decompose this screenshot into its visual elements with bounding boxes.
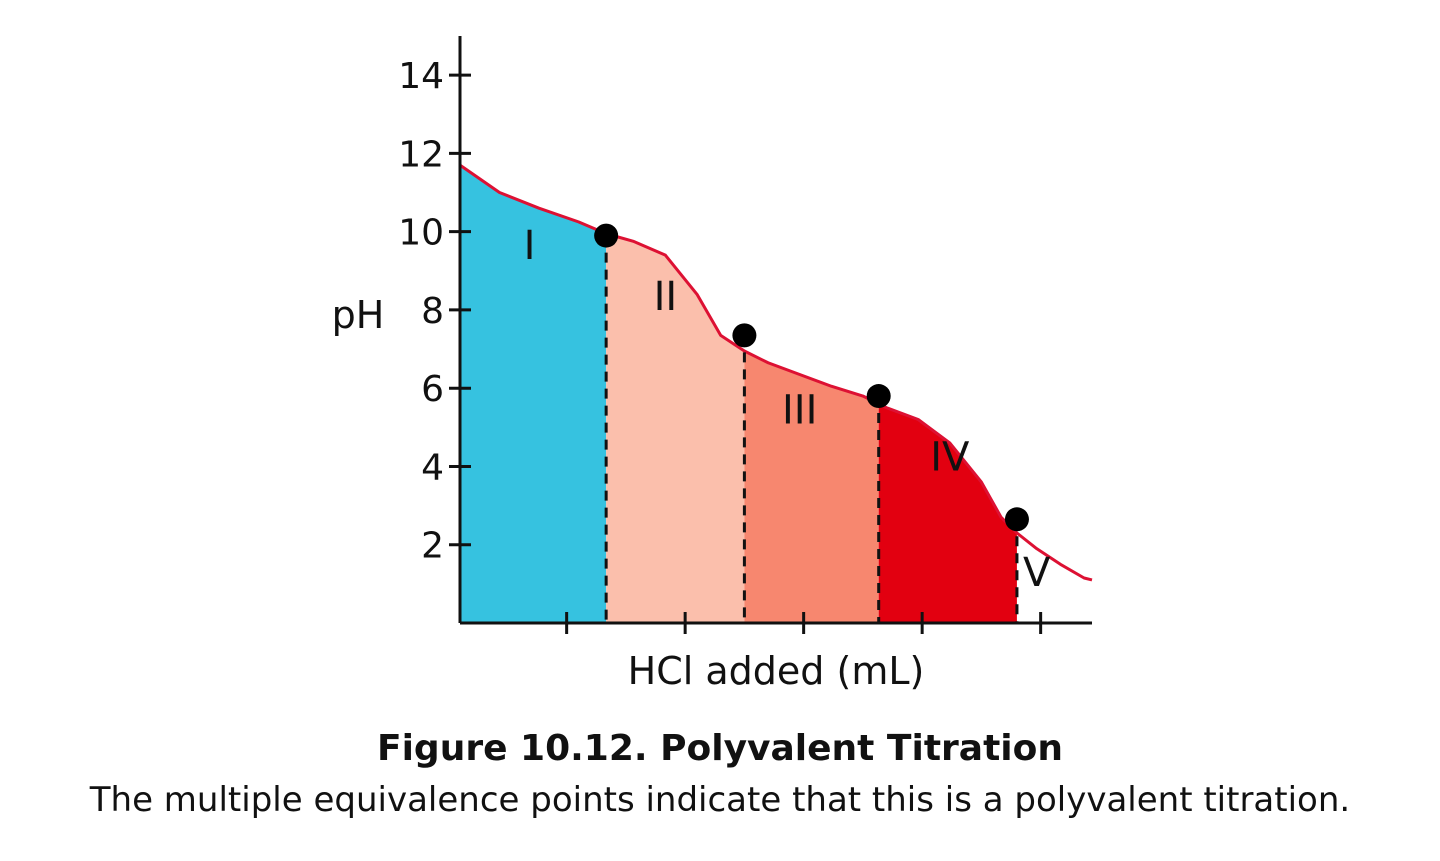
region-label-V: V — [1023, 550, 1051, 596]
y-tick-label-14: 14 — [398, 56, 444, 97]
figure-caption: The multiple equivalence points indicate… — [89, 780, 1351, 820]
y-tick-label-2: 2 — [421, 526, 444, 567]
equivalence-point-2 — [732, 323, 757, 348]
y-tick-label-8: 8 — [421, 291, 444, 332]
equivalence-point-1 — [594, 223, 619, 248]
region-label-IV: IV — [930, 434, 970, 480]
y-tick-label-6: 6 — [421, 369, 444, 410]
y-tick-label-12: 12 — [398, 134, 444, 175]
equivalence-dividers — [604, 235, 1019, 623]
figure-title: Figure 10.12. Polyvalent Titration — [377, 728, 1063, 769]
equivalence-points — [594, 223, 1029, 532]
region-fill-2 — [606, 233, 745, 623]
y-axis-label: pH — [332, 293, 385, 337]
region-label-III: III — [782, 387, 817, 433]
equivalence-point-3 — [866, 384, 891, 409]
region-fill-1 — [460, 165, 607, 623]
region-fill-5 — [1016, 532, 1092, 623]
region-fill-4 — [878, 403, 1017, 623]
axis-ticks: 2 4 6 8 10 12 14 — [398, 56, 1043, 634]
y-tick-label-10: 10 — [398, 213, 444, 254]
x-axis-label: HCl added (mL) — [628, 649, 925, 693]
equivalence-point-4 — [1004, 507, 1029, 532]
region-fills — [460, 165, 1092, 623]
region-fill-3 — [744, 351, 879, 623]
region-label-I: I — [524, 223, 536, 269]
y-tick-label-4: 4 — [421, 447, 444, 488]
region-label-II: II — [654, 274, 678, 320]
